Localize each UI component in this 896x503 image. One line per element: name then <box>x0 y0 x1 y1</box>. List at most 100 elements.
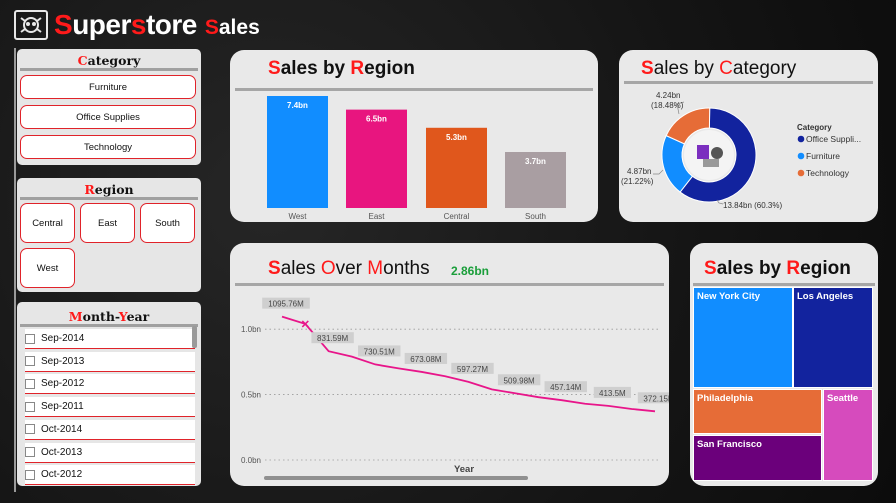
treemap-tile-label: Seattle <box>827 393 859 404</box>
point-data-label: 673.08M <box>410 355 441 364</box>
month-option[interactable]: Oct-2012 <box>25 465 195 486</box>
slice-data-label: 4.87bn <box>627 167 651 176</box>
region-option-south[interactable]: South <box>140 203 195 243</box>
dashboard-header: Superstore Sales <box>14 6 260 44</box>
month-label: Oct-2014 <box>41 423 83 435</box>
slicer-divider <box>20 197 198 200</box>
bar[interactable] <box>505 152 566 208</box>
category-option-technology[interactable]: Technology <box>20 135 196 159</box>
bar-data-label: 3.7bn <box>525 157 546 166</box>
sales-line[interactable] <box>281 315 656 413</box>
sales-by-region-bar-card: Sales by Region 7.4bn West 6.5bn East 5.3bn C… <box>230 50 598 222</box>
point-data-label: 597.27M <box>457 365 488 374</box>
month-year-slicer-title: Month-Year <box>68 309 150 324</box>
treemap-tile[interactable]: Philadelphia <box>693 389 822 434</box>
legend-item[interactable]: Technology <box>806 168 850 178</box>
point-label-background <box>311 332 354 344</box>
legend-marker <box>797 152 805 160</box>
superstore-logo-icon <box>14 10 48 40</box>
month-label: Oct-2012 <box>41 469 83 481</box>
slicer-divider <box>20 68 198 71</box>
x-tick-label: West <box>288 212 307 221</box>
point-data-label: 457.14M <box>550 383 581 392</box>
point-label-background <box>404 352 448 364</box>
checkbox-icon[interactable] <box>25 356 35 367</box>
checkbox-icon[interactable] <box>25 333 35 344</box>
sales-over-months-card: Sales Over Months 2.86bn 1.0bn 0.5bn 0.0bn… <box>230 243 669 486</box>
x-tick-label: South <box>525 212 546 221</box>
card-title: Sales by Category <box>641 58 797 79</box>
month-label: Oct-2013 <box>41 446 83 458</box>
point-label-background <box>593 386 631 398</box>
sales-by-region-treemap-card: Sales by Region New York City Los Angeles… <box>690 243 878 486</box>
card-divider <box>235 283 664 286</box>
treemap-tile-label: Los Angeles <box>797 291 854 302</box>
point-data-label: 413.5M <box>599 389 626 398</box>
dashboard-title: Superstore <box>54 9 197 40</box>
legend-marker <box>797 169 805 177</box>
checkbox-icon[interactable] <box>25 378 35 389</box>
region-option-west[interactable]: West <box>20 248 75 288</box>
donut-slice[interactable] <box>665 107 711 145</box>
point-label-background <box>497 374 541 386</box>
bar-data-label: 7.4bn <box>287 101 308 110</box>
card-divider <box>624 81 873 84</box>
treemap-tile[interactable]: San Francisco <box>693 435 822 481</box>
month-option[interactable]: Sep-2013 <box>25 351 195 372</box>
card-title: Sales by Region <box>704 258 851 279</box>
legend-title: Category <box>797 123 832 132</box>
treemap-tile[interactable]: New York City <box>693 287 793 388</box>
point-data-label: 509.98M <box>504 376 535 385</box>
bar[interactable] <box>267 96 328 208</box>
card-divider <box>235 88 593 91</box>
month-list-scrollbar[interactable] <box>192 326 197 348</box>
slice-data-label: (21.22%) <box>621 177 654 186</box>
month-option[interactable]: Sep-2011 <box>25 397 195 418</box>
category-slicer-title: Category <box>77 53 141 68</box>
sales-by-category-card: Sales by Category 13.84bn (60.3%) 4.87bn(… <box>619 50 878 222</box>
month-option[interactable]: Oct-2013 <box>25 442 195 463</box>
checkbox-icon[interactable] <box>25 469 35 480</box>
legend-item[interactable]: Office Suppli... <box>806 134 861 144</box>
slicer-divider <box>20 324 198 327</box>
month-option[interactable]: Sep-2014 <box>25 329 195 349</box>
card-divider <box>693 283 875 286</box>
y-tick-label: 0.0bn <box>241 456 261 465</box>
point-data-label: 372.15M <box>643 394 669 403</box>
product-image-icon <box>703 159 719 167</box>
checkbox-icon[interactable] <box>25 424 35 435</box>
x-axis-label: Year <box>454 464 474 475</box>
y-tick-label: 1.0bn <box>241 325 261 334</box>
checkbox-icon[interactable] <box>25 447 35 457</box>
treemap-tile[interactable]: Los Angeles <box>793 287 873 388</box>
bar[interactable] <box>426 127 487 208</box>
sales-total-value: 2.86bn <box>451 264 490 278</box>
bar-data-label: 6.5bn <box>366 115 387 124</box>
region-option-central[interactable]: Central <box>20 203 75 243</box>
region-option-east[interactable]: East <box>80 203 135 243</box>
leader-line <box>716 199 724 205</box>
legend-item[interactable]: Furniture <box>806 151 840 161</box>
month-option[interactable]: Sep-2012 <box>25 374 195 395</box>
category-slicer: Category Furniture Office Supplies Techn… <box>17 49 201 165</box>
month-option[interactable]: Oct-2014 <box>25 419 195 440</box>
category-option-office-supplies[interactable]: Office Supplies <box>20 105 196 129</box>
card-title: Sales Over Months <box>268 258 430 279</box>
treemap-tile-label: Philadelphia <box>697 393 753 404</box>
point-label-background <box>637 392 669 404</box>
point-label-background <box>451 362 494 374</box>
chart-horizontal-scrollbar[interactable] <box>264 476 528 480</box>
product-image-icon <box>697 145 709 159</box>
sales-by-region-bar-chart: 7.4bn West 6.5bn East 5.3bn Central 3.7bn South <box>267 96 566 221</box>
month-label: Sep-2011 <box>41 401 84 413</box>
slice-data-label: (18.48%) <box>651 101 684 110</box>
slicer-pane-rail <box>14 48 36 492</box>
donut-slice[interactable] <box>679 107 757 203</box>
treemap-tile[interactable]: Seattle <box>823 389 873 481</box>
checkbox-icon[interactable] <box>25 401 35 412</box>
bar[interactable] <box>346 109 407 208</box>
card-title: Sales by Region <box>268 58 415 79</box>
bar-data-label: 5.3bn <box>446 133 467 142</box>
point-label-background <box>544 381 587 393</box>
category-option-furniture[interactable]: Furniture <box>20 75 196 99</box>
